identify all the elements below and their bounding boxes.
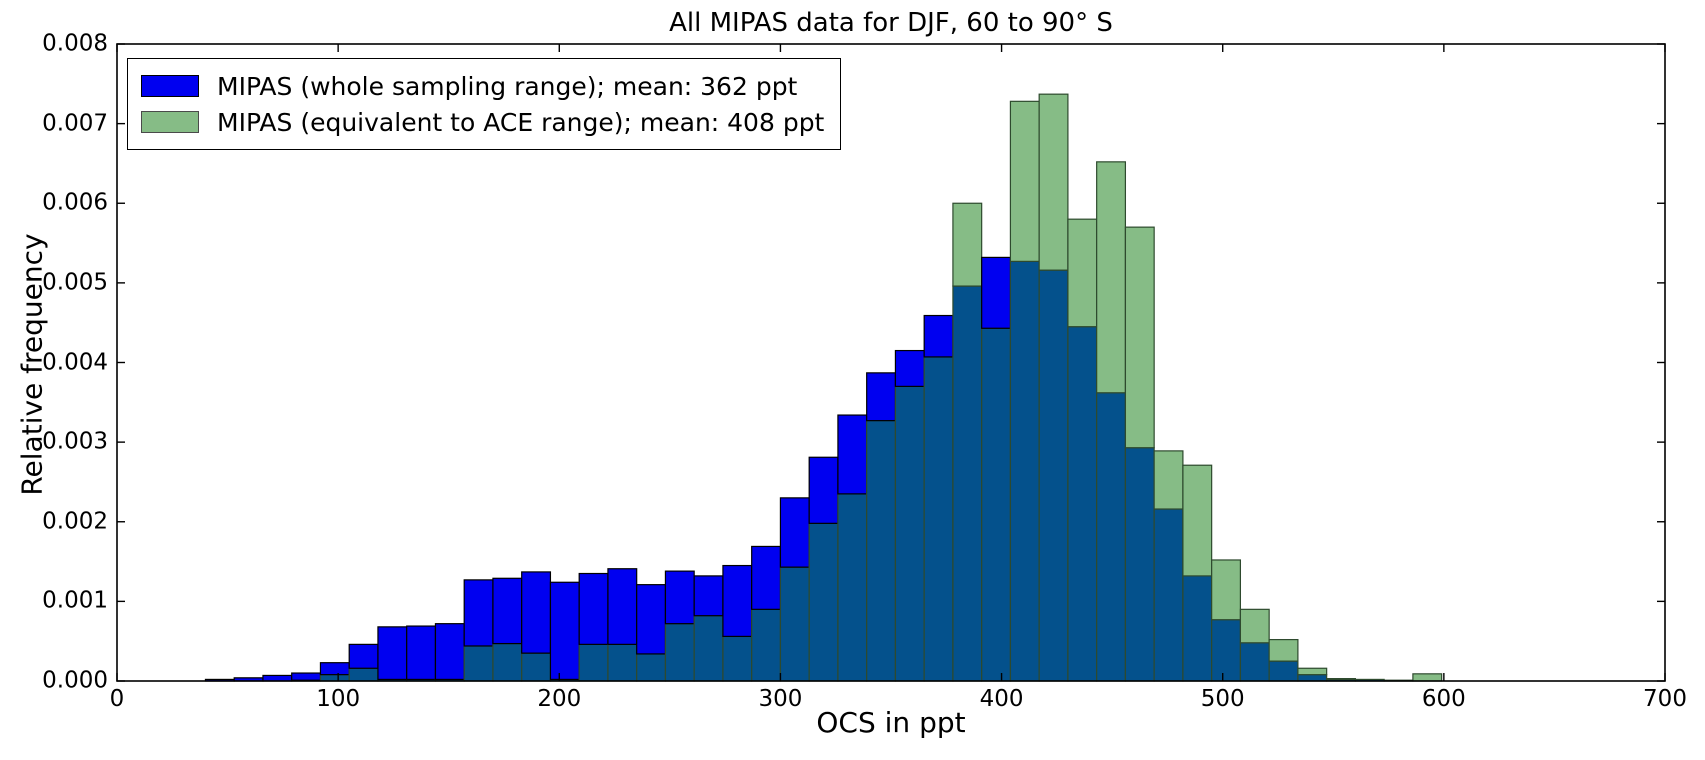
green-swatch: [141, 111, 199, 133]
histogram-bar-blue: [751, 545, 782, 610]
chart-title: All MIPAS data for DJF, 60 to 90° S: [669, 8, 1113, 38]
histogram-bar-overlap: [779, 566, 810, 682]
histogram-bar-blue: [521, 571, 552, 654]
x-tick-label: 500: [1200, 686, 1245, 712]
histogram-bar-overlap: [808, 522, 839, 682]
histogram-bar-green: [1067, 218, 1098, 328]
histogram-bar-green: [1096, 161, 1127, 394]
x-tick-label: 600: [1421, 686, 1466, 712]
histogram-bar-overlap: [894, 385, 925, 682]
histogram-bar-green: [1239, 608, 1270, 644]
y-tick-label: 0.001: [42, 587, 108, 614]
histogram-bar-green: [1038, 93, 1069, 271]
histogram-bar-overlap: [1096, 392, 1127, 682]
histogram-bar-blue: [262, 674, 293, 682]
y-tick-label: 0.005: [42, 269, 108, 296]
y-tick-label: 0.006: [42, 189, 108, 216]
legend-label: MIPAS (equivalent to ACE range); mean: 4…: [217, 107, 825, 137]
histogram-bar-blue: [779, 497, 810, 568]
histogram-bar-blue: [377, 626, 408, 681]
histogram-bar-blue: [607, 568, 638, 645]
legend: MIPAS (whole sampling range); mean: 362 …: [127, 58, 841, 150]
histogram-bar-blue: [664, 570, 695, 625]
legend-label: MIPAS (whole sampling range); mean: 362 …: [217, 71, 798, 101]
histogram-bar-blue: [693, 575, 724, 617]
histogram-bar-overlap: [1182, 575, 1213, 682]
histogram-bar-overlap: [1239, 642, 1270, 682]
histogram-bar-blue: [406, 625, 437, 681]
histogram-bar-blue: [319, 662, 350, 676]
histogram-bar-blue: [291, 672, 322, 681]
histogram-bar-blue: [866, 372, 897, 422]
histogram-bar-green: [1009, 100, 1040, 262]
histogram-bar-blue: [434, 623, 465, 681]
y-tick-label: 0.008: [42, 30, 108, 57]
histogram-bar-overlap: [1067, 326, 1098, 682]
histogram-bar-overlap: [463, 645, 494, 682]
histogram-bar-blue: [463, 579, 494, 647]
blue-swatch: [141, 75, 199, 97]
histogram-bar-overlap: [1211, 619, 1242, 682]
histogram-bar-blue: [348, 643, 379, 669]
histogram-bar-overlap: [348, 667, 379, 682]
histogram-bar-blue: [837, 414, 868, 495]
histogram-bar-blue: [981, 256, 1012, 329]
x-tick-label: 300: [758, 686, 803, 712]
x-tick-label: 700: [1643, 686, 1687, 712]
histogram-bar-blue: [492, 577, 523, 645]
histogram-bar-blue: [722, 564, 753, 638]
x-tick-label: 100: [316, 686, 361, 712]
histogram-bar-green: [1297, 667, 1328, 676]
histogram-bar-overlap: [1124, 447, 1155, 682]
x-axis-label: OCS in ppt: [816, 706, 966, 739]
histogram-bar-blue: [636, 584, 667, 655]
histogram-bar-overlap: [578, 643, 609, 682]
histogram-bar-green: [1211, 559, 1242, 621]
x-tick-label: 200: [537, 686, 582, 712]
x-tick-label: 400: [979, 686, 1024, 712]
histogram-bar-overlap: [607, 643, 638, 682]
y-tick-label: 0.002: [42, 508, 108, 535]
histogram-bar-green: [952, 202, 983, 287]
histogram-bar-green: [1268, 638, 1299, 662]
legend-item-mipas-whole: MIPAS (whole sampling range); mean: 362 …: [141, 68, 826, 104]
histogram-bar-overlap: [1268, 660, 1299, 682]
y-tick-label: 0.004: [42, 349, 108, 375]
histogram-bar-green: [1182, 464, 1213, 577]
histogram-bar-overlap: [866, 420, 897, 682]
histogram-bar-overlap: [636, 653, 667, 682]
histogram-bar-overlap: [664, 623, 695, 682]
histogram-bar-overlap: [923, 356, 954, 682]
histogram-bar-overlap: [837, 493, 868, 682]
histogram-bar-blue: [578, 572, 609, 645]
histogram-bar-blue: [923, 314, 954, 358]
histogram-bar-green: [1124, 226, 1155, 449]
histogram-bar-green: [1326, 678, 1357, 681]
histogram-bar-blue: [808, 456, 839, 524]
legend-item-mipas-ace: MIPAS (equivalent to ACE range); mean: 4…: [141, 104, 826, 140]
histogram-bar-overlap: [1038, 269, 1069, 682]
histogram-bar-overlap: [952, 285, 983, 682]
histogram-bar-overlap: [1297, 674, 1328, 682]
histogram-bar-green: [1153, 450, 1184, 510]
y-tick-label: 0.000: [42, 667, 108, 694]
histogram-bar-overlap: [319, 674, 350, 682]
histogram-bar-blue: [549, 581, 580, 681]
histogram-bar-overlap: [492, 642, 523, 682]
histogram-bar-overlap: [1009, 260, 1040, 682]
y-tick-label: 0.007: [42, 110, 108, 137]
histogram-bar-blue: [894, 349, 925, 387]
histogram-bar-overlap: [521, 652, 552, 682]
x-tick-label: 0: [109, 686, 125, 712]
histogram-bar-overlap: [981, 327, 1012, 682]
histogram-bar-overlap: [722, 635, 753, 682]
y-tick-label: 0.003: [42, 428, 108, 455]
histogram-bar-overlap: [693, 615, 724, 682]
histogram-bar-green: [1412, 673, 1443, 682]
histogram-bar-overlap: [751, 608, 782, 682]
histogram-bar-overlap: [1153, 508, 1184, 682]
